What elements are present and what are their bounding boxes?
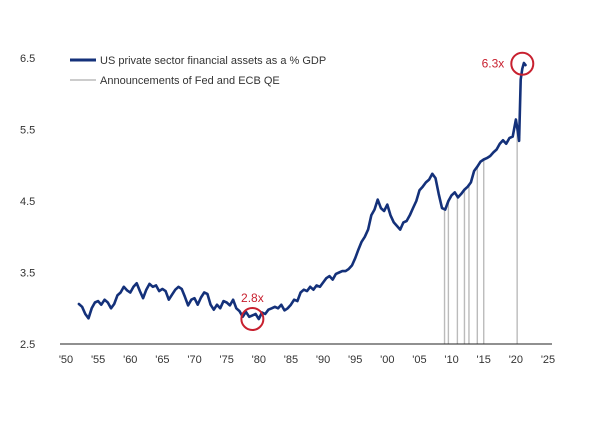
x-tick-label: '15 [477,354,491,366]
x-tick-labels: '50 '55 '60 '65 '70 '75 '80 '85 '90 '95 '00 '05 '10 '… [59,354,555,366]
x-tick-label: '50 [59,354,73,366]
y-tick-label: 5.5 [20,125,35,137]
legend-label-qe-announcements: Announcements of Fed and ECB QE [100,75,280,87]
x-tick-label: '75 [219,354,233,366]
qe-announcement-lines [443,127,518,344]
series-line-financial-assets [77,61,527,321]
annotation-label: 2.8x [241,291,264,305]
y-tick-label: 3.5 [20,268,35,280]
y-tick-labels: 2.5 3.5 4.5 5.5 6.5 [20,53,35,351]
annotation-circle [240,306,265,331]
x-tick-label: '10 [444,354,458,366]
x-tick-label: '65 [155,354,169,366]
y-tick-label: 6.5 [20,53,35,65]
annotations: 2.8x 6.3x [240,51,535,331]
legend-label-financial-assets: US private sector financial assets as a … [100,55,326,67]
x-tick-label: '25 [541,354,555,366]
x-tick-label: '60 [123,354,137,366]
x-tick-label: '55 [91,354,105,366]
y-tick-label: 4.5 [20,196,35,208]
x-tick-label: '80 [252,354,266,366]
x-tick-label: '05 [412,354,426,366]
x-tick-label: '00 [380,354,394,366]
x-tick-label: '85 [284,354,298,366]
annotation-circle [510,51,535,76]
x-tick-label: '95 [348,354,362,366]
annotation-label: 6.3x [482,57,505,71]
x-tick-label: '20 [509,354,523,366]
x-tick-label: '70 [187,354,201,366]
x-tick-label: '90 [316,354,330,366]
legend: US private sector financial assets as a … [70,55,326,87]
y-tick-label: 2.5 [20,339,35,351]
